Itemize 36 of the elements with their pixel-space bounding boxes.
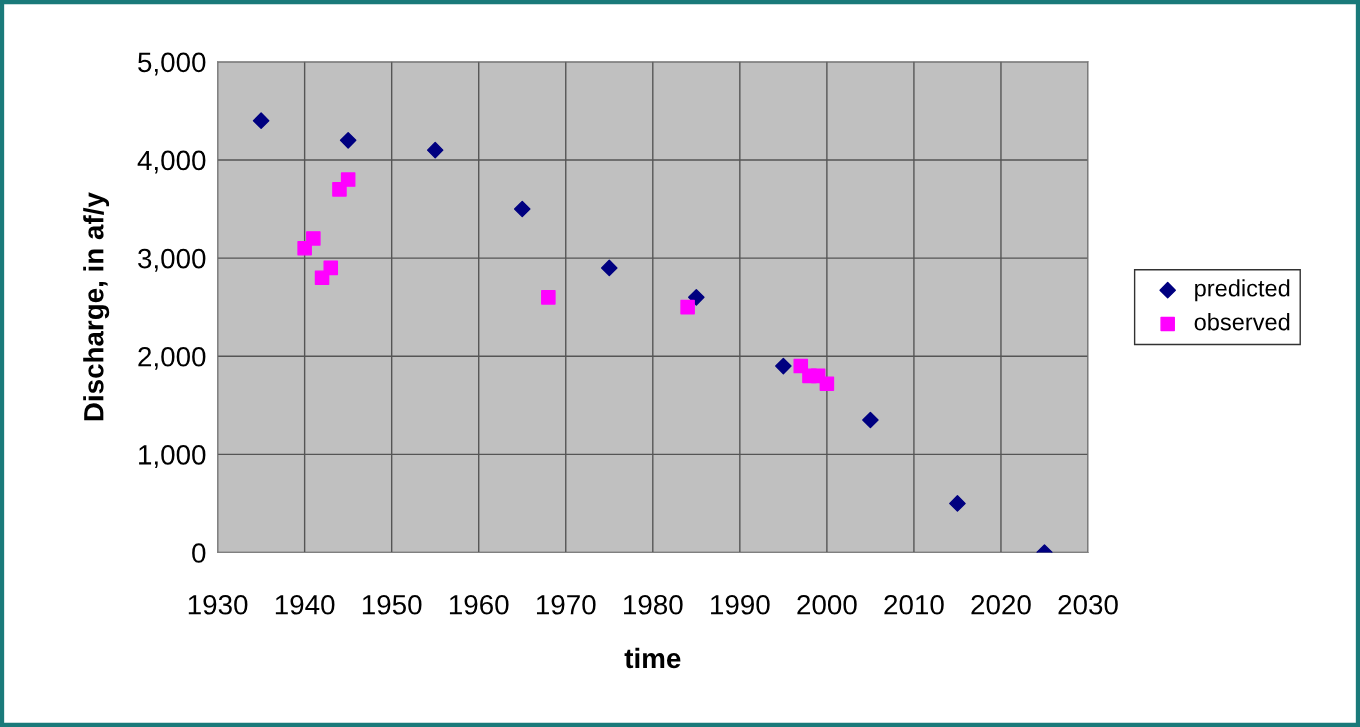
point (775, 357, 792, 375)
point (252, 112, 270, 129)
x-tick-label: 2010 (884, 594, 944, 615)
y-tick-label: 4,000 (137, 150, 206, 174)
point (688, 289, 705, 306)
point (862, 411, 879, 429)
point (819, 376, 835, 391)
point (426, 141, 444, 159)
x-axis-title: time (624, 647, 681, 669)
x-tick-label: 1990 (711, 594, 770, 615)
x-tick-label: 1960 (449, 594, 509, 615)
y-axis-title: Discharge, in af/y (83, 192, 110, 421)
point (680, 299, 695, 315)
y-tick-label: 3,000 (138, 248, 206, 272)
point (949, 495, 966, 512)
x-tick-label: 1970 (536, 594, 596, 615)
x-tick-label: 1940 (275, 594, 335, 615)
point (306, 231, 321, 246)
point (323, 260, 339, 276)
x-tick-label: 2000 (797, 594, 857, 615)
point (600, 259, 618, 277)
legend-label: observed (1194, 313, 1290, 331)
legend-label: predicted (1195, 279, 1290, 302)
x-tick-label: 1930 (188, 594, 248, 615)
x-tick-label: 1950 (362, 594, 422, 615)
y-tick-label: 0 (192, 543, 206, 563)
x-tick-label: 2030 (1058, 594, 1118, 615)
y-tick-label: 5,000 (138, 52, 206, 76)
point (339, 132, 357, 149)
y-tick-label: 2,000 (138, 346, 206, 370)
y-tick-label: 1,000 (139, 445, 206, 468)
x-tick-label: 2020 (971, 594, 1031, 615)
point (541, 290, 556, 305)
point (340, 172, 356, 187)
x-tick-label: 1980 (624, 594, 683, 615)
point (513, 200, 531, 218)
